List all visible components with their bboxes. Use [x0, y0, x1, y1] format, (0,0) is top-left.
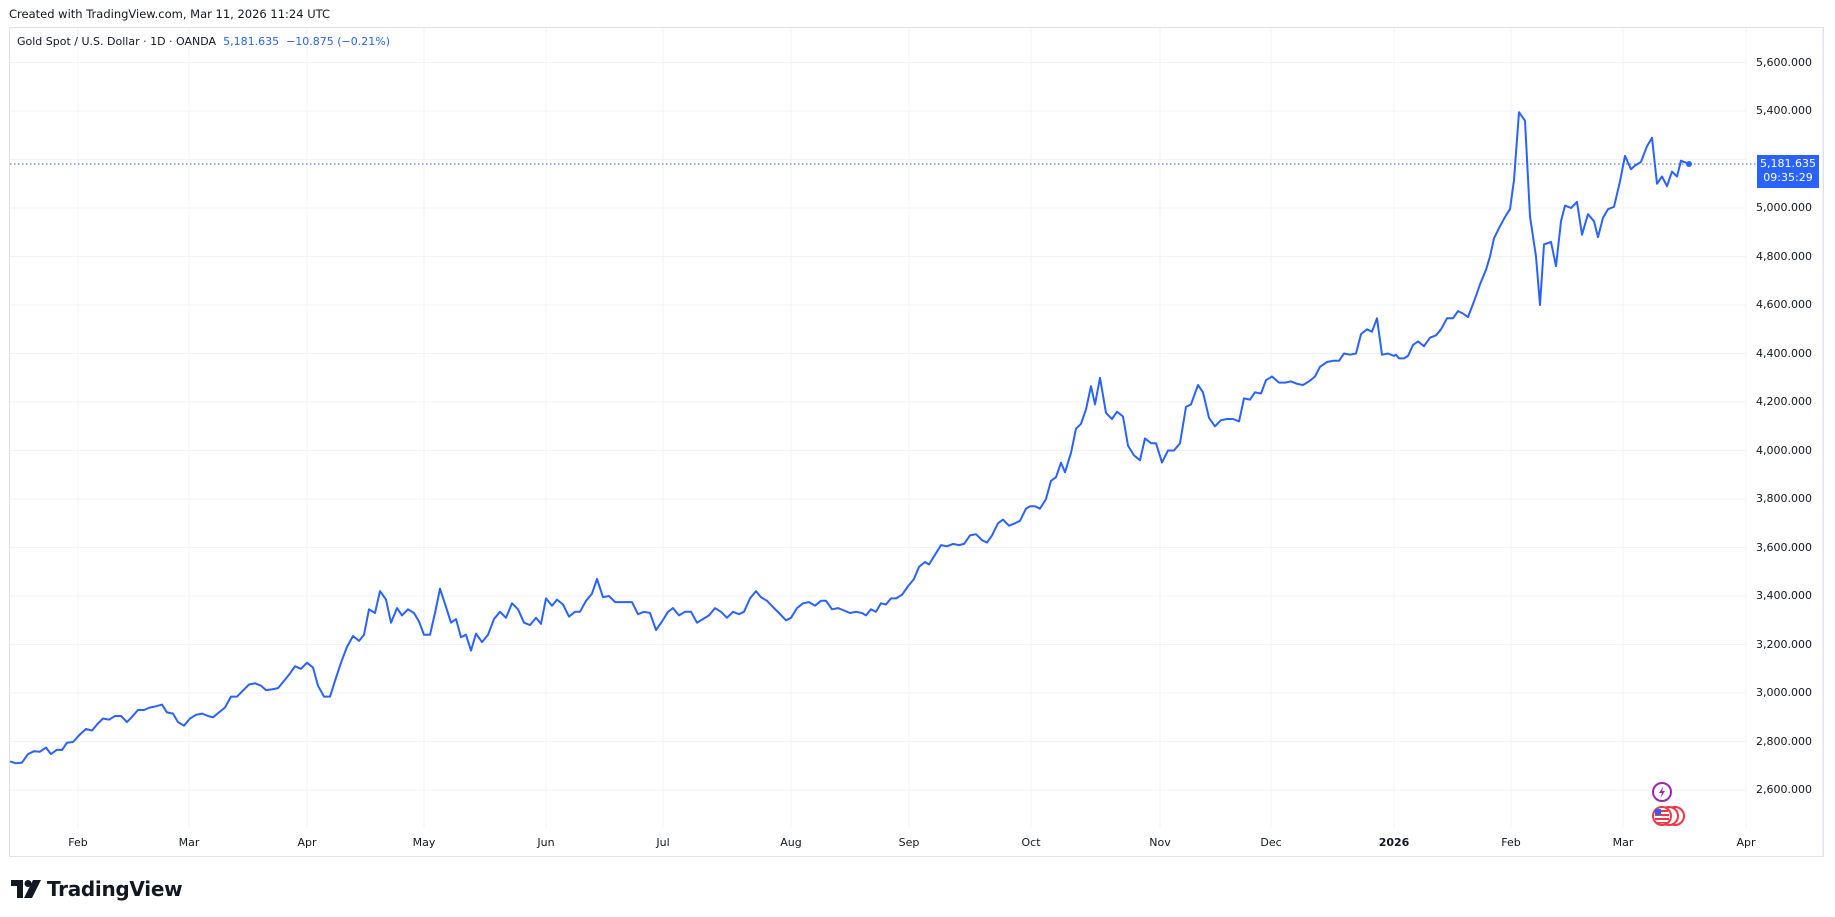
tradingview-logo-icon — [11, 880, 41, 898]
last-price-label-value: 5,181.635 — [1760, 157, 1816, 170]
last-price-value: 5,181.635 — [223, 35, 280, 48]
time-axis-tick: Feb — [68, 836, 88, 849]
last-price-label: 5,181.635 09:35:29 — [1757, 155, 1819, 188]
price-axis-tick: 2,600.000 — [1756, 783, 1812, 796]
time-axis-tick: Aug — [780, 836, 802, 849]
price-change-value: −10.875 (−0.21%) — [286, 35, 391, 48]
time-axis-tick: Mar — [178, 836, 200, 849]
price-axis-tick: 5,600.000 — [1756, 55, 1812, 69]
price-axis-tick: 5,400.000 — [1756, 104, 1812, 117]
price-axis-tick: 3,600.000 — [1756, 540, 1812, 554]
vertical-gridlines — [77, 28, 1747, 828]
tradingview-logo[interactable]: TradingView — [11, 877, 183, 901]
price-axis-tick: 3,000.000 — [1756, 686, 1812, 699]
price-line-series — [9, 111, 1690, 765]
time-axis-tick: Nov — [1149, 836, 1171, 849]
logo-text: TradingView — [47, 877, 183, 901]
lightning-icon[interactable] — [1651, 781, 1673, 807]
symbol-title[interactable]: Gold Spot / U.S. Dollar · 1D · OANDA — [17, 35, 217, 48]
last-price-dot — [1686, 160, 1692, 167]
time-axis-tick: Apr — [1736, 836, 1756, 849]
price-axis-tick: 4,600.000 — [1756, 298, 1812, 311]
price-axis-tick: 5,000.000 — [1756, 201, 1812, 214]
time-axis-tick: Sep — [898, 836, 920, 849]
price-axis-tick: 3,200.000 — [1756, 637, 1812, 651]
price-axis-tick: 4,200.000 — [1756, 395, 1812, 408]
price-axis-tick: 4,000.000 — [1756, 443, 1812, 457]
created-with-caption: Created with TradingView.com, Mar 11, 20… — [9, 7, 330, 21]
time-axis-tick: Oct — [1021, 836, 1041, 849]
price-axis-tick: 2,800.000 — [1756, 734, 1812, 748]
price-axis-tick: 3,800.000 — [1756, 492, 1812, 505]
horizontal-gridlines — [10, 62, 1746, 791]
time-axis-tick: Dec — [1260, 836, 1282, 849]
time-axis-tick: Jun — [537, 836, 555, 849]
time-axis-tick: May — [412, 836, 436, 849]
symbol-legend: Gold Spot / U.S. Dollar · 1D · OANDA 5,18… — [17, 35, 390, 48]
price-axis-tick: 3,400.000 — [1756, 589, 1812, 602]
time-axis-tick: Feb — [1501, 836, 1521, 849]
time-axis-tick: Apr — [297, 836, 317, 849]
time-axis-tick: Jul — [656, 836, 670, 849]
bar-countdown: 09:35:29 — [1763, 171, 1813, 184]
time-axis-tick: Mar — [1612, 836, 1634, 849]
price-axis-tick: 4,800.000 — [1756, 249, 1812, 263]
time-axis-tick: 2026 — [1378, 836, 1410, 849]
us-flag-icon[interactable] — [1650, 805, 1686, 831]
price-axis-tick: 4,400.000 — [1756, 346, 1812, 360]
